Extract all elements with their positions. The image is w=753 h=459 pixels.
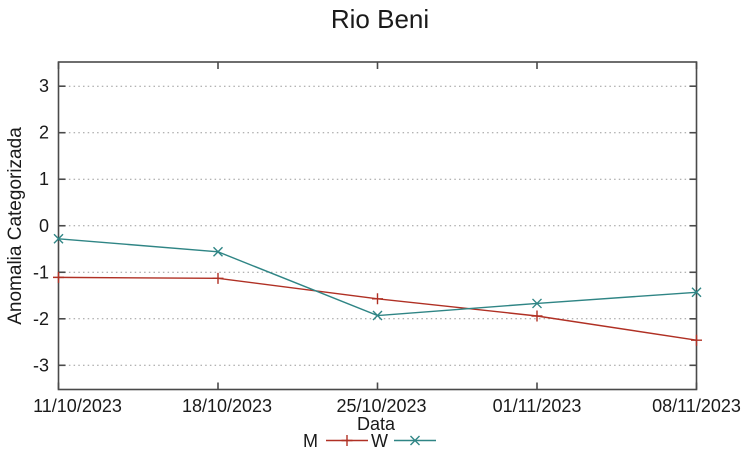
x-axis-label: Data [357, 414, 396, 434]
chart-title: Rio Beni [331, 4, 429, 34]
legend: M W [303, 431, 436, 451]
data-point-plus-icon [53, 271, 64, 283]
x-tick-label: 11/10/2023 [33, 396, 122, 416]
gridlines [59, 85, 696, 366]
legend-label-w: W [371, 431, 388, 451]
y-tick-label: 0 [39, 216, 49, 236]
data-point-plus-icon [212, 272, 224, 284]
axis-ticks [57, 62, 698, 390]
x-tick-label: 01/11/2023 [493, 396, 582, 416]
data-point-cross-icon [372, 310, 383, 321]
legend-cross-marker-icon [410, 435, 420, 446]
data-point-plus-icon [372, 293, 383, 305]
x-tick-label: 18/10/2023 [182, 396, 272, 416]
y-tick-label: 1 [39, 169, 49, 189]
data-point-plus-icon [531, 310, 543, 322]
legend-label-m: M [303, 431, 318, 451]
series-line-m [58, 276, 697, 341]
y-tick-label: 2 [39, 123, 49, 143]
data-point-cross-icon [53, 233, 64, 244]
legend-plus-marker-icon [341, 435, 353, 446]
data-point-cross-icon [532, 298, 542, 309]
y-tick-label: -2 [33, 309, 49, 329]
y-tick-label: 3 [39, 76, 49, 96]
tick-labels: 3 2 1 0 -1 -2 -3 11/10/2023 18/10/2023 25/10/2023… [33, 76, 741, 416]
y-tick-label: -3 [33, 355, 49, 375]
y-tick-label: -1 [33, 262, 49, 282]
y-axis-label: Anomalia Categorizada [5, 127, 26, 325]
series-lines [53, 233, 702, 346]
data-point-plus-icon [691, 334, 702, 346]
data-point-cross-icon [691, 287, 702, 298]
data-point-cross-icon [213, 246, 223, 257]
x-tick-label: 25/10/2023 [336, 396, 426, 416]
x-tick-label: 08/11/2023 [652, 396, 741, 416]
